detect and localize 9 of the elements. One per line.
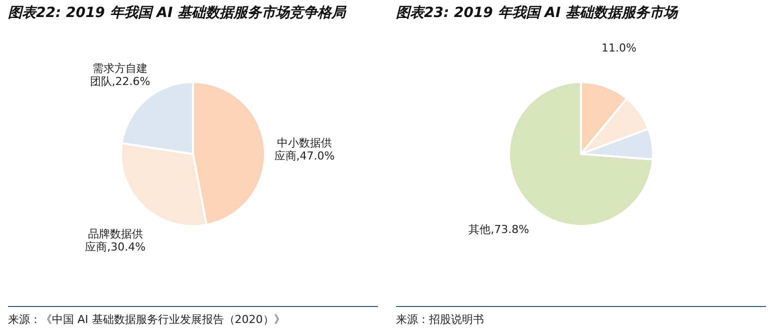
slice-label: 其他,73.8% (468, 223, 530, 236)
chart-title: 图表23: 2019 年我国 AI 基础数据服务市场 (396, 4, 679, 21)
slice-label: 品牌数据供应商,30.4% (85, 228, 146, 254)
source-note: 来源：《中国 AI 基础数据服务行业发展报告（2020）》 (8, 306, 378, 327)
slice-label: 中小数据供应商,47.0% (274, 136, 335, 162)
data-label: 11.0% (601, 42, 636, 55)
source-note: 来源：招股说明书 (396, 306, 766, 327)
slice-label: 需求方自建团队,22.6% (90, 62, 150, 88)
chart-title: 图表22: 2019 年我国 AI 基础数据服务市场竞争格局 (8, 4, 348, 21)
